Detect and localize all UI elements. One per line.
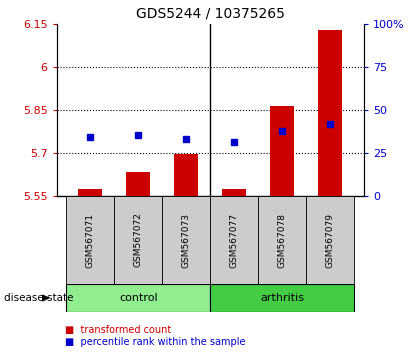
Text: ■  percentile rank within the sample: ■ percentile rank within the sample: [65, 337, 245, 347]
Title: GDS5244 / 10375265: GDS5244 / 10375265: [136, 6, 285, 20]
Bar: [66, 284, 210, 312]
Bar: [79, 189, 102, 196]
Text: GSM567077: GSM567077: [230, 212, 239, 268]
Bar: [174, 154, 198, 196]
Text: disease state: disease state: [4, 293, 74, 303]
Bar: [258, 196, 306, 284]
Bar: [222, 189, 246, 196]
Text: control: control: [119, 293, 157, 303]
Text: GSM567073: GSM567073: [182, 212, 191, 268]
Bar: [306, 196, 354, 284]
Bar: [210, 284, 354, 312]
Text: arthritis: arthritis: [260, 293, 304, 303]
Text: GSM567072: GSM567072: [134, 212, 143, 267]
Text: GSM567079: GSM567079: [326, 212, 335, 268]
Bar: [126, 172, 150, 196]
Bar: [318, 30, 342, 196]
Text: GSM567078: GSM567078: [278, 212, 287, 268]
Text: ■  transformed count: ■ transformed count: [65, 325, 171, 335]
Bar: [162, 196, 210, 284]
Bar: [270, 106, 294, 196]
Bar: [114, 196, 162, 284]
Bar: [66, 196, 114, 284]
Text: GSM567071: GSM567071: [86, 212, 95, 268]
Bar: [210, 196, 258, 284]
